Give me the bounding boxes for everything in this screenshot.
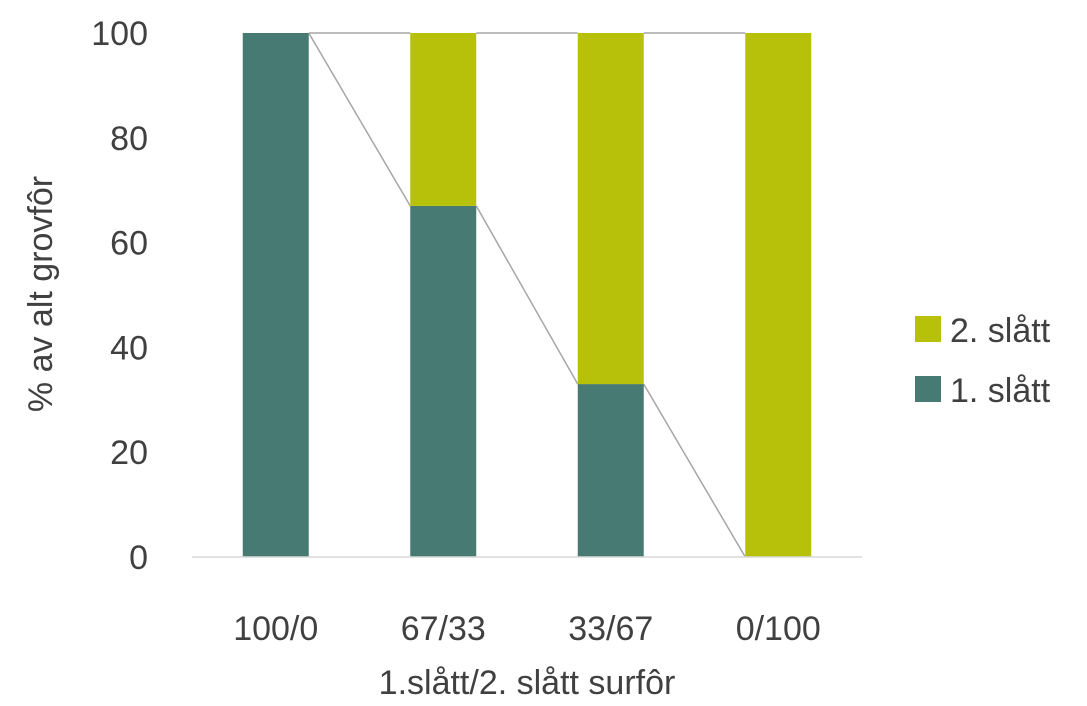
y-tick-label: 100	[91, 15, 148, 53]
bar-segment-series-1	[242, 33, 309, 557]
y-tick-label: 80	[110, 120, 148, 158]
x-axis-ticks: 100/0 67/33 33/67 0/100	[233, 610, 821, 648]
y-tick-label: 60	[110, 225, 148, 263]
bar-segment-series-1	[410, 205, 477, 558]
y-tick-label: 0	[129, 539, 148, 577]
bar-segment-series-2	[745, 33, 812, 557]
legend-swatch	[915, 316, 941, 342]
x-tick-label: 67/33	[401, 610, 486, 648]
x-tick-label: 33/67	[568, 610, 653, 648]
y-axis-title: % av alt grovfôr	[22, 176, 60, 412]
bar-segment-series-2	[410, 33, 477, 206]
legend: 2. slått 1. slått	[915, 312, 1051, 410]
y-tick-label: 20	[110, 434, 148, 472]
series-line-segment	[643, 383, 746, 558]
legend-label: 1. slått	[950, 372, 1051, 410]
x-axis-title: 1.slått/2. slått surfôr	[379, 664, 676, 702]
series-lines	[308, 32, 746, 558]
legend-swatch	[915, 376, 941, 402]
y-axis-ticks: 0 20 40 60 80 100	[91, 15, 148, 577]
bar-segment-series-1	[577, 384, 644, 557]
legend-label: 2. slått	[950, 312, 1051, 350]
series-line-segment	[475, 205, 579, 385]
x-tick-label: 100/0	[233, 610, 318, 648]
y-tick-label: 40	[110, 329, 148, 367]
bars	[242, 33, 812, 558]
series-line-segment	[308, 32, 411, 207]
x-tick-label: 0/100	[736, 610, 821, 648]
bar-segment-series-2	[577, 33, 644, 385]
